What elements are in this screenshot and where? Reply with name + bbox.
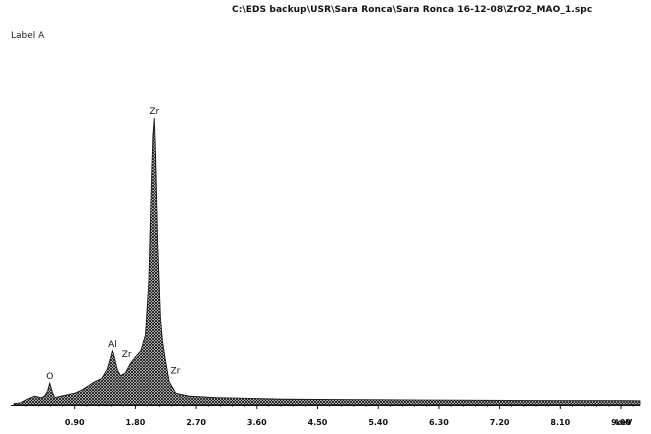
peak-labels: O Al Zr Zr Zr: [46, 107, 180, 382]
x-tick-label: 6.30: [429, 418, 449, 427]
x-unit-label: keV: [616, 418, 634, 427]
x-tick-label: 0.90: [65, 418, 85, 427]
x-axis: 0.90 1.80 2.70 3.60 4.50 5.40 6.30 7.20 8.10 9.00…: [11, 405, 640, 427]
x-tick-label: 3.60: [247, 418, 267, 427]
plot-area: [13, 117, 641, 406]
spectrum-label: Label A: [11, 31, 45, 41]
x-tick-label: 9.00: [611, 418, 631, 427]
x-tick-label: 7.20: [490, 418, 510, 427]
peak-label: Zr: [122, 350, 132, 360]
x-tick-label: 1.80: [126, 418, 146, 427]
peak-label: Zr: [170, 367, 180, 377]
spectrum-area-0: [13, 117, 641, 406]
x-tick-label: 5.40: [368, 418, 388, 427]
x-tick-label: 4.50: [308, 418, 328, 427]
peak-label: O: [46, 372, 53, 382]
peak-label: Al: [108, 340, 117, 350]
x-tick-label: 2.70: [186, 418, 206, 427]
file-path-title: C:\EDS backup\USR\Sara Ronca\Sara Ronca …: [232, 5, 593, 15]
peak-label: Zr: [149, 107, 159, 117]
x-tick-label: 8.10: [550, 418, 570, 427]
